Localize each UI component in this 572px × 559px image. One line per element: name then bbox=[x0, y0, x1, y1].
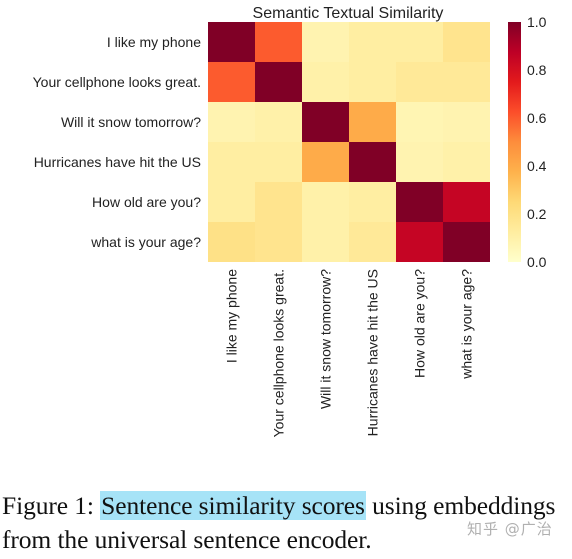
heatmap-cell bbox=[208, 142, 255, 182]
heatmap-cell bbox=[443, 102, 490, 142]
colorbar-tick-label: 0.6 bbox=[527, 110, 547, 126]
heatmap-cell bbox=[302, 102, 349, 142]
heatmap-cell bbox=[302, 22, 349, 62]
heatmap-cell bbox=[443, 62, 490, 102]
heatmap-cell bbox=[443, 142, 490, 182]
heatmap-cell bbox=[208, 222, 255, 262]
heatmap-cell bbox=[396, 102, 443, 142]
heatmap-cell bbox=[255, 62, 302, 102]
colorbar-tick-label: 0.2 bbox=[527, 206, 547, 222]
column-label: Your cellphone looks great. bbox=[271, 269, 287, 437]
heatmap-cell bbox=[396, 182, 443, 222]
heatmap-cell bbox=[302, 182, 349, 222]
heatmap-cell bbox=[255, 222, 302, 262]
heatmap-cell bbox=[255, 22, 302, 62]
colorbar-tick-label: 0.4 bbox=[527, 158, 547, 174]
row-label: How old are you? bbox=[92, 194, 201, 210]
heatmap-cell bbox=[443, 182, 490, 222]
heatmap-cell bbox=[349, 222, 396, 262]
colorbar bbox=[508, 22, 521, 262]
heatmap-chart: Semantic Textual Similarity I like my ph… bbox=[33, 5, 547, 438]
row-label: Hurricanes have hit the US bbox=[34, 154, 201, 170]
row-label: Your cellphone looks great. bbox=[33, 74, 201, 90]
row-label: what is your age? bbox=[90, 234, 201, 250]
colorbar-tick-label: 1.0 bbox=[527, 14, 547, 30]
heatmap-cell bbox=[349, 102, 396, 142]
colorbar-ticks: 1.0 0.8 0.6 0.4 0.2 0.0 bbox=[527, 14, 547, 270]
heatmap-cell bbox=[349, 182, 396, 222]
column-label: I like my phone bbox=[224, 269, 240, 363]
heatmap-cell bbox=[302, 142, 349, 182]
heatmap-cell bbox=[396, 22, 443, 62]
heatmap-cell bbox=[396, 62, 443, 102]
heatmap-cell bbox=[349, 22, 396, 62]
column-label: How old are you? bbox=[412, 269, 428, 378]
heatmap-cell bbox=[208, 62, 255, 102]
heatmap-cells bbox=[208, 22, 490, 262]
caption-prefix: Figure 1: bbox=[2, 491, 101, 520]
heatmap-cell bbox=[443, 222, 490, 262]
heatmap-cell bbox=[302, 222, 349, 262]
column-label: Hurricanes have hit the US bbox=[365, 269, 381, 436]
caption-rest: using embeddings from the universal sent… bbox=[2, 491, 556, 554]
heatmap-cell bbox=[443, 22, 490, 62]
column-label: Will it snow tomorrow? bbox=[318, 269, 334, 409]
chart-title: Semantic Textual Similarity bbox=[253, 5, 444, 22]
caption-highlight: Sentence similarity scores bbox=[100, 491, 366, 520]
watermark: 知乎 @广治 bbox=[467, 520, 553, 538]
column-label: what is your age? bbox=[459, 269, 475, 380]
heatmap-cell bbox=[208, 182, 255, 222]
figure-caption: Figure 1: Sentence similarity scores usi… bbox=[2, 489, 568, 557]
heatmap-cell bbox=[396, 142, 443, 182]
heatmap-cell bbox=[208, 102, 255, 142]
row-label: I like my phone bbox=[107, 34, 201, 50]
column-labels: I like my phone Your cellphone looks grea… bbox=[224, 269, 475, 438]
heatmap-cell bbox=[396, 222, 443, 262]
row-labels: I like my phone Your cellphone looks grea… bbox=[33, 34, 202, 250]
heatmap-cell bbox=[349, 62, 396, 102]
heatmap-cell bbox=[255, 102, 302, 142]
colorbar-tick-label: 0.8 bbox=[527, 62, 547, 78]
heatmap-cell bbox=[349, 142, 396, 182]
row-label: Will it snow tomorrow? bbox=[61, 114, 201, 130]
heatmap-cell bbox=[255, 182, 302, 222]
heatmap-cell bbox=[208, 22, 255, 62]
colorbar-tick-label: 0.0 bbox=[527, 254, 547, 270]
heatmap-cell bbox=[302, 62, 349, 102]
heatmap-cell bbox=[255, 142, 302, 182]
